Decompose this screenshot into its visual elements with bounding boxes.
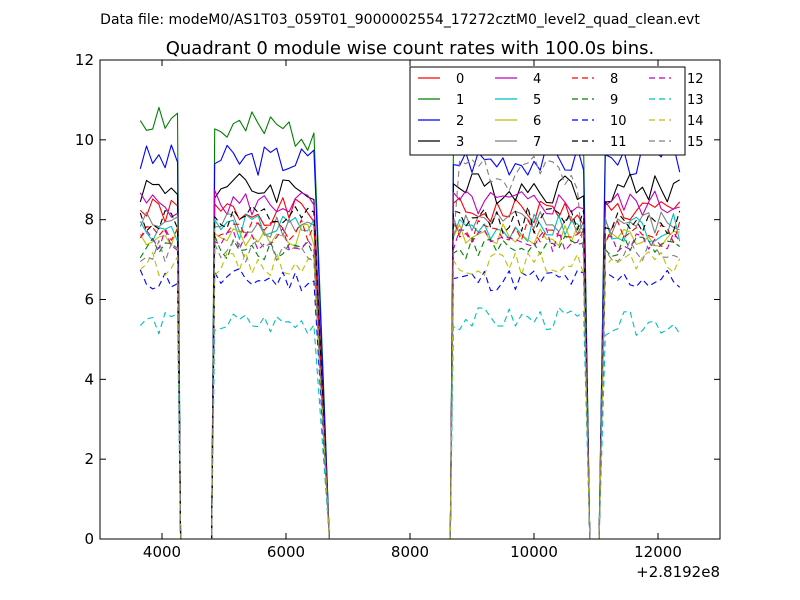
series-line-9 xyxy=(139,235,681,539)
x-tick-label: 6000 xyxy=(267,543,305,561)
series-line-15 xyxy=(139,155,680,539)
legend-label-0: 0 xyxy=(456,72,464,87)
x-tick-label: 4000 xyxy=(143,543,181,561)
legend-label-1: 1 xyxy=(456,93,464,108)
series-line-2 xyxy=(139,144,681,539)
series-line-6 xyxy=(139,223,680,539)
x-axis-offset-label: +2.8192e8 xyxy=(636,563,720,581)
legend-label-10: 10 xyxy=(610,114,627,129)
legend-label-9: 9 xyxy=(610,93,618,108)
y-tick-label: 2 xyxy=(84,450,94,468)
x-tick-label: 8000 xyxy=(391,543,429,561)
legend-label-5: 5 xyxy=(533,93,541,108)
legend-label-15: 15 xyxy=(687,135,704,150)
y-tick-label: 10 xyxy=(75,131,94,149)
series-line-14 xyxy=(139,251,681,539)
series-line-1 xyxy=(139,106,681,539)
series-line-0 xyxy=(139,197,681,539)
legend-label-12: 12 xyxy=(687,72,704,87)
series-line-3 xyxy=(139,173,680,539)
legend-label-6: 6 xyxy=(533,114,541,129)
legend-label-11: 11 xyxy=(610,135,627,150)
series-line-8 xyxy=(139,219,681,539)
series-line-4 xyxy=(139,189,680,539)
legend-label-2: 2 xyxy=(456,114,464,129)
legend-label-8: 8 xyxy=(610,72,618,87)
series-line-12 xyxy=(139,227,681,539)
series-line-7 xyxy=(139,210,680,539)
legend-label-13: 13 xyxy=(687,93,704,108)
series-line-10 xyxy=(139,268,681,539)
legend-label-3: 3 xyxy=(456,135,464,150)
plot-area xyxy=(139,106,681,539)
series-line-11 xyxy=(139,205,681,539)
legend-box xyxy=(409,66,686,156)
series-line-5 xyxy=(139,213,681,539)
legend-label-4: 4 xyxy=(533,72,541,87)
y-tick-label: 0 xyxy=(84,530,94,548)
y-tick-label: 4 xyxy=(84,370,94,388)
legend-label-14: 14 xyxy=(687,114,704,129)
y-tick-label: 6 xyxy=(84,291,94,309)
x-tick-label: 10000 xyxy=(510,543,558,561)
x-tick-label: 12000 xyxy=(634,543,682,561)
figure-suptitle: Data file: modeM0/AS1T03_059T01_90000025… xyxy=(100,12,700,28)
series-line-13 xyxy=(139,307,681,539)
chart-title: Quadrant 0 module wise count rates with … xyxy=(166,38,655,59)
y-tick-label: 12 xyxy=(75,51,94,69)
y-tick-label: 8 xyxy=(84,211,94,229)
legend-label-7: 7 xyxy=(533,135,541,150)
